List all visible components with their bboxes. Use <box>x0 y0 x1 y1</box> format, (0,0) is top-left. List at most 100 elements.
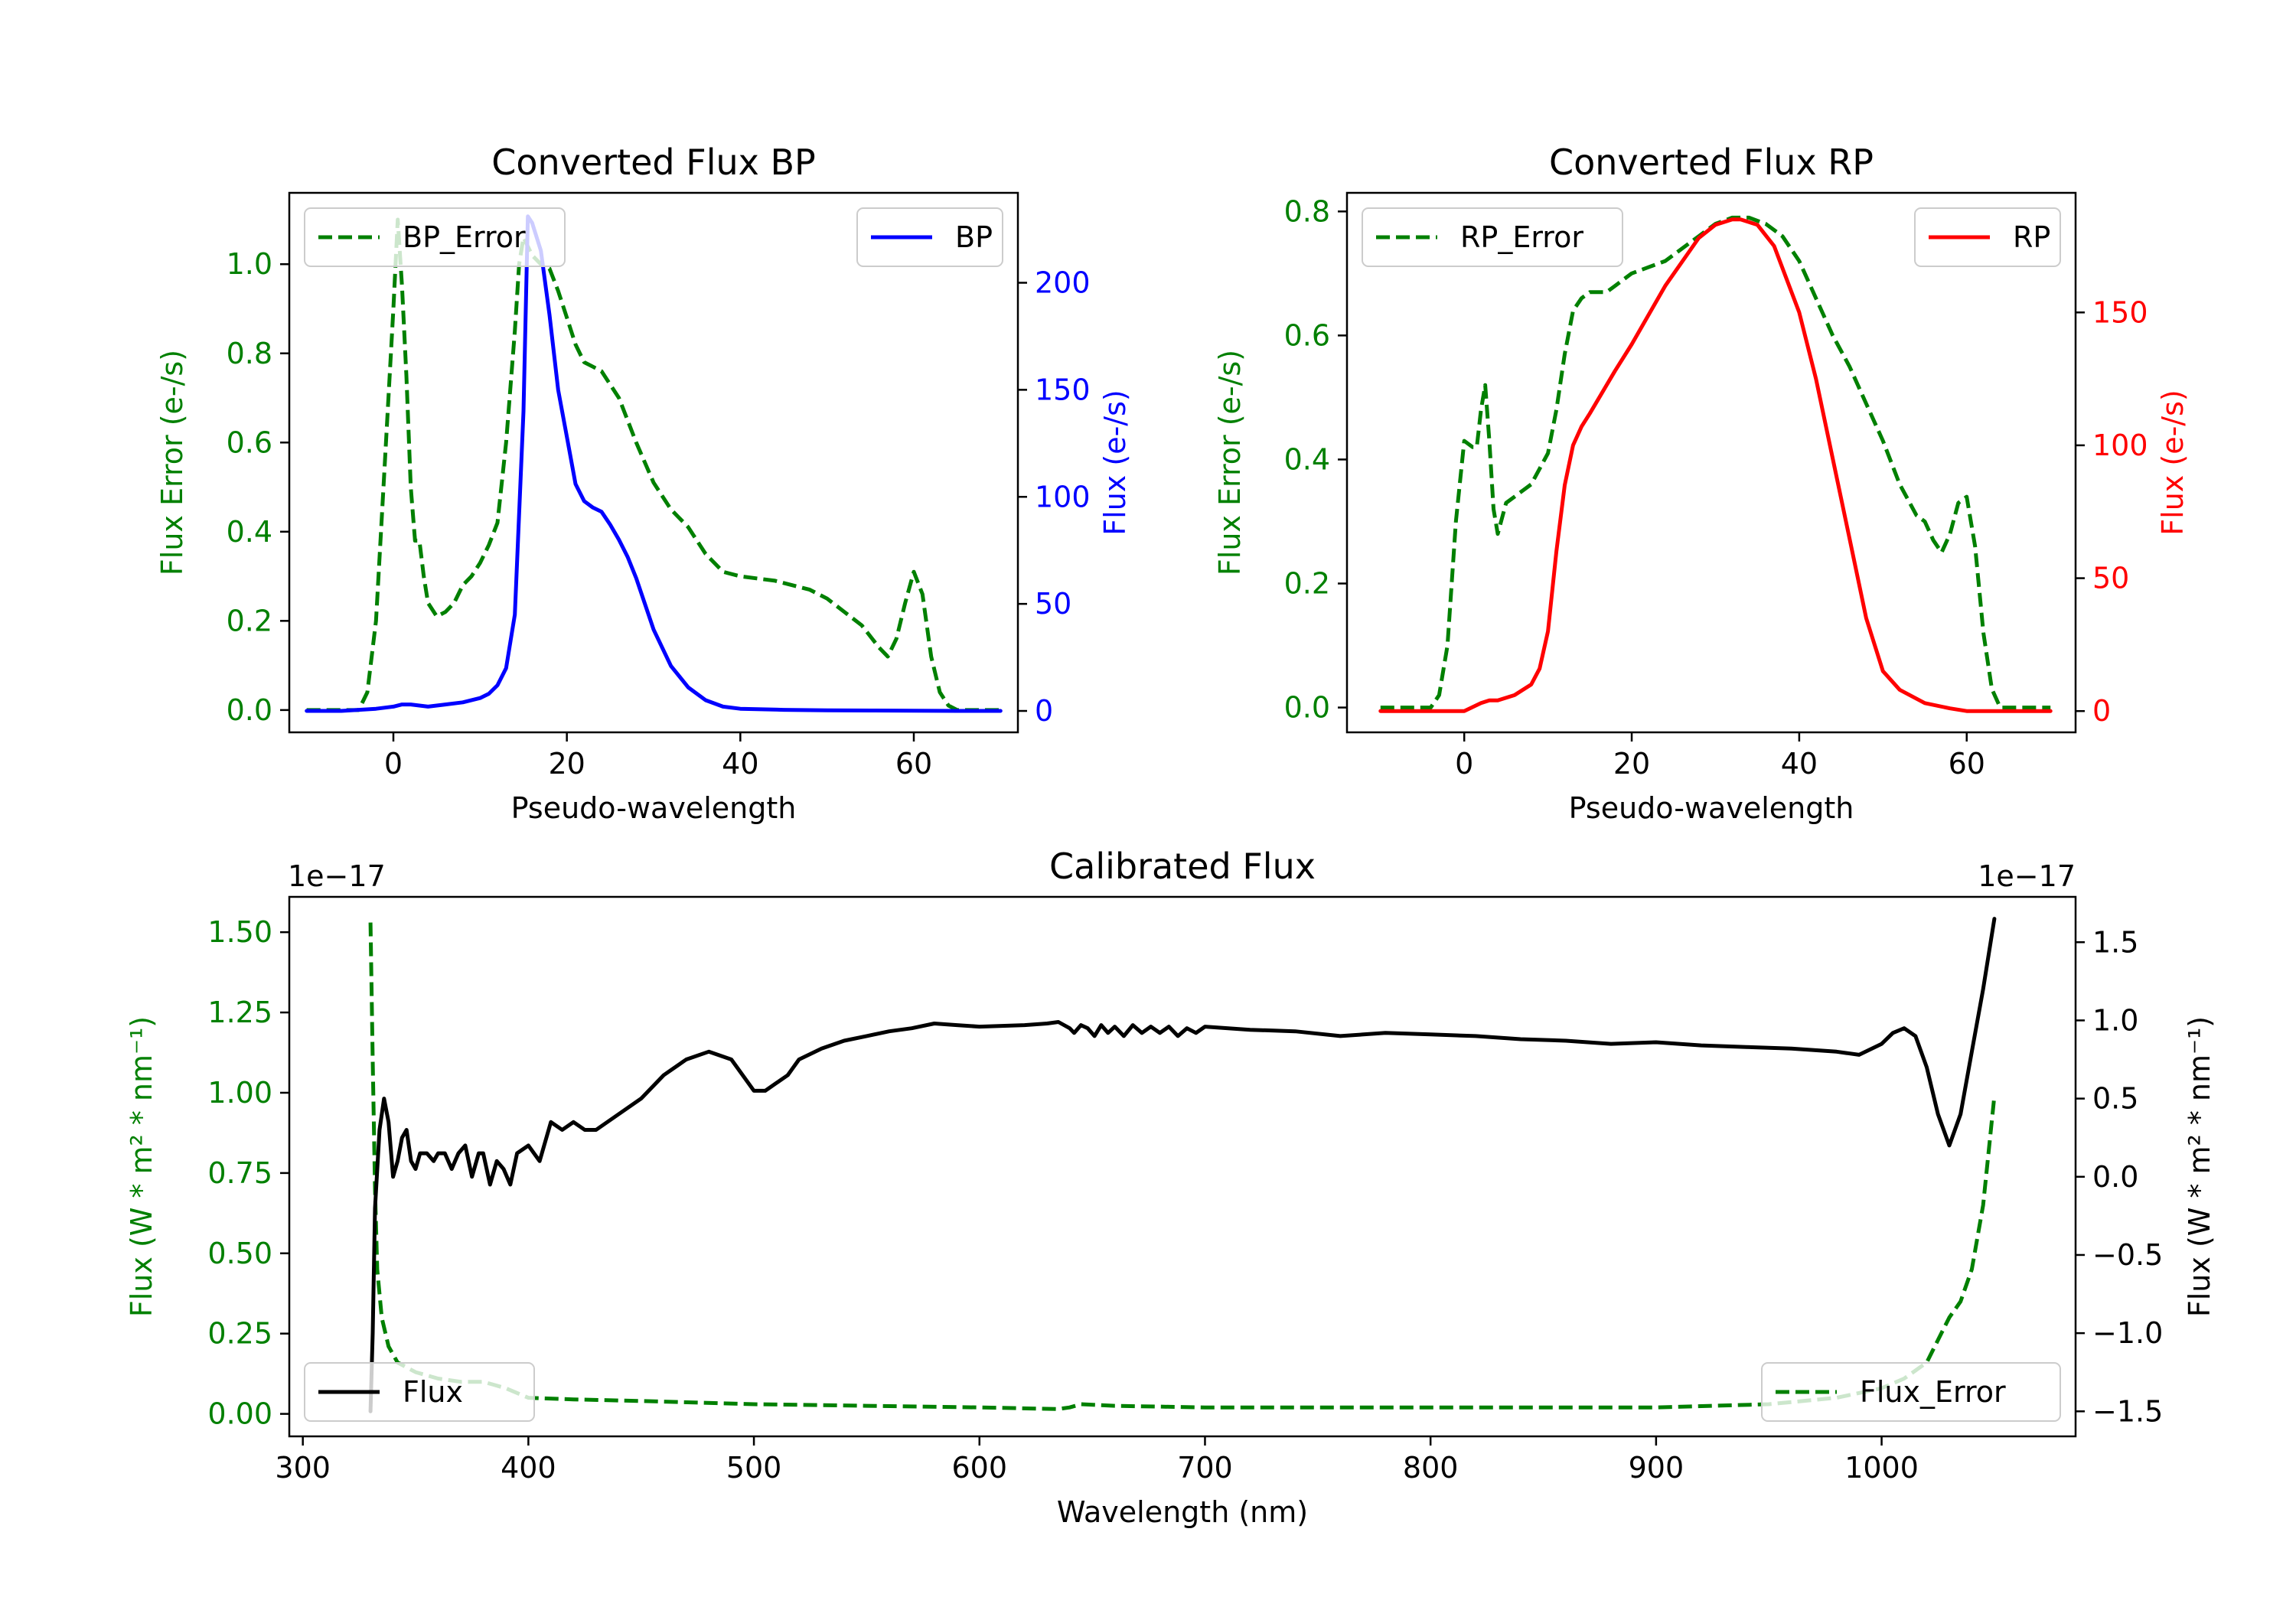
rp-right-ticks: 0 50 100 150 <box>2076 295 2148 728</box>
bp-error-legend-label: BP_Error <box>403 220 526 254</box>
calibrated-right-tick-label: 1.5 <box>2092 925 2138 959</box>
bp-error-legend: BP_Error <box>304 207 566 267</box>
rp-x-tick-label: 0 <box>1455 747 1473 781</box>
calibrated-x-ticks: 300 400 500 600 700 800 900 1000 <box>275 1436 1919 1485</box>
rp-series-rp <box>1378 217 2053 713</box>
calibrated-left-tick-label: 1.00 <box>207 1076 272 1110</box>
calibrated-right-tick-label: 0.5 <box>2092 1082 2138 1116</box>
rp-error-legend: RP_Error <box>1362 207 1623 267</box>
calibrated-x-axis-label: Wavelength (nm) <box>1057 1495 1308 1529</box>
bp-x-tick-label: 60 <box>895 747 932 781</box>
bp-left-tick-label: 0.2 <box>227 604 272 637</box>
bp-x-axis-label: Pseudo-wavelength <box>511 791 797 825</box>
rp-right-axis-label: Flux (e-/s) <box>2156 390 2190 535</box>
calibrated-left-tick-label: 0.75 <box>207 1156 272 1190</box>
calibrated-right-offset-label: 1e−17 <box>1978 859 2076 893</box>
panel-converted-flux-rp: 0 20 40 60 0.0 0.2 0.4 0.6 0.8 0 50 100 150 Conver… <box>1213 142 2190 825</box>
flux-legend: Flux <box>304 1362 535 1422</box>
bp-x-tick-label: 20 <box>548 747 585 781</box>
rp-legend-label: RP <box>2013 220 2050 254</box>
calibrated-x-tick-label: 300 <box>275 1451 331 1485</box>
bp-series-bp-error <box>306 217 1001 712</box>
rp-legend: RP <box>1914 207 2061 267</box>
bp-left-tick-label: 0.4 <box>227 515 272 549</box>
calibrated-x-tick-label: 900 <box>1629 1451 1684 1485</box>
bp-left-tick-label: 0.6 <box>227 425 272 459</box>
bp-right-axis-label: Flux (e-/s) <box>1098 390 1132 535</box>
rp-plot-area <box>1378 215 2053 713</box>
rp-error-legend-box <box>1362 207 1623 267</box>
rp-left-tick-label: 0.0 <box>1284 691 1330 725</box>
calibrated-right-tick-label: −1.5 <box>2092 1394 2163 1428</box>
calibrated-right-tick-label: 0.0 <box>2092 1160 2138 1194</box>
bp-left-axis-label: Flux Error (e-/s) <box>155 350 189 575</box>
calibrated-right-tick-label: −1.0 <box>2092 1316 2163 1350</box>
calibrated-right-ticks: −1.5 −1.0 −0.5 0.0 0.5 1.0 1.5 <box>2076 925 2163 1428</box>
calibrated-left-tick-label: 0.25 <box>207 1317 272 1351</box>
calibrated-left-tick-label: 1.25 <box>207 996 272 1029</box>
rp-right-tick-label: 50 <box>2092 562 2129 595</box>
flux-legend-label: Flux <box>403 1375 463 1409</box>
calibrated-chart-title: Calibrated Flux <box>1049 846 1316 887</box>
calibrated-right-axis-label: Flux (W * m² * nm⁻¹) <box>2183 1016 2216 1317</box>
calibrated-x-tick-label: 500 <box>726 1451 782 1485</box>
bp-x-tick-label: 0 <box>384 747 403 781</box>
calibrated-left-tick-label: 1.50 <box>207 915 272 949</box>
flux-error-legend-label: Flux_Error <box>1860 1375 2006 1409</box>
rp-error-legend-label: RP_Error <box>1460 220 1583 254</box>
rp-x-tick-label: 20 <box>1613 747 1650 781</box>
calibrated-x-tick-label: 800 <box>1403 1451 1459 1485</box>
bp-left-tick-label: 0.8 <box>227 337 272 370</box>
bp-x-tick-label: 40 <box>722 747 758 781</box>
rp-left-tick-label: 0.6 <box>1284 318 1330 352</box>
bp-error-legend-box <box>304 207 566 267</box>
rp-left-tick-label: 0.2 <box>1284 567 1330 601</box>
rp-left-tick-label: 0.4 <box>1284 442 1330 476</box>
bp-left-tick-label: 1.0 <box>227 247 272 281</box>
calibrated-right-tick-label: −0.5 <box>2092 1238 2163 1272</box>
calibrated-left-tick-label: 0.50 <box>207 1237 272 1270</box>
rp-axes-frame <box>1345 191 2077 734</box>
rp-right-tick-label: 100 <box>2092 429 2148 462</box>
rp-x-ticks: 0 20 40 60 <box>1455 732 1985 781</box>
bp-legend-label: BP <box>955 220 993 254</box>
panel-calibrated-flux: 300 400 500 600 700 800 900 1000 0.000.250.500.… <box>125 846 2216 1529</box>
calibrated-x-tick-label: 700 <box>1177 1451 1233 1485</box>
rp-left-ticks: 0.0 0.2 0.4 0.6 0.8 <box>1284 194 1347 725</box>
calibrated-left-tick-label: 0.00 <box>207 1397 272 1431</box>
bp-right-tick-label: 100 <box>1035 480 1091 513</box>
calibrated-left-axis-label: Flux (W * m² * nm⁻¹) <box>125 1016 158 1317</box>
rp-chart-title: Converted Flux RP <box>1549 142 1874 183</box>
flux-error-legend: Flux_Error <box>1761 1362 2061 1422</box>
bp-right-tick-label: 150 <box>1035 373 1091 406</box>
bp-legend: BP <box>856 207 1003 267</box>
panel-converted-flux-bp: 0 20 40 60 0.00.20.40.60.81.0 050100150200 … <box>155 142 1132 825</box>
rp-x-axis-label: Pseudo-wavelength <box>1569 791 1854 825</box>
bp-right-ticks: 0 50 100 150 200 <box>1018 266 1091 728</box>
rp-right-tick-label: 0 <box>2092 694 2111 728</box>
rp-x-tick-label: 60 <box>1949 747 1985 781</box>
rp-right-tick-label: 150 <box>2092 295 2148 329</box>
bp-right-tick-label: 200 <box>1035 266 1091 300</box>
calibrated-left-ticks: 0.00 0.25 0.50 0.75 1.00 1.25 1.50 <box>207 915 289 1431</box>
rp-series-rp-error <box>1380 215 2051 710</box>
bp-plot-area <box>305 214 1003 713</box>
rp-x-tick-label: 40 <box>1781 747 1818 781</box>
bp-chart-title: Converted Flux BP <box>491 142 816 183</box>
bp-right-tick-label: 0 <box>1035 694 1053 728</box>
calibrated-x-tick-label: 600 <box>952 1451 1008 1485</box>
bp-left-ticks: 0.0 0.2 0.4 0.6 0.8 1.0 <box>227 247 289 727</box>
calibrated-x-tick-label: 400 <box>501 1451 556 1485</box>
calibrated-left-offset-label: 1e−17 <box>288 859 386 893</box>
bp-right-tick-label: 50 <box>1035 587 1071 621</box>
bp-series-bp <box>305 214 1003 713</box>
bp-x-ticks: 0 20 40 60 <box>384 732 932 781</box>
rp-left-axis-label: Flux Error (e-/s) <box>1213 350 1247 575</box>
bp-axes-frame <box>288 191 1019 734</box>
bp-left-tick-label: 0.0 <box>227 693 272 727</box>
calibrated-series-flux <box>368 917 1997 1413</box>
calibrated-axes-frame <box>288 895 2077 1438</box>
calibrated-x-tick-label: 1000 <box>1844 1451 1919 1485</box>
rp-left-tick-label: 0.8 <box>1284 194 1330 228</box>
